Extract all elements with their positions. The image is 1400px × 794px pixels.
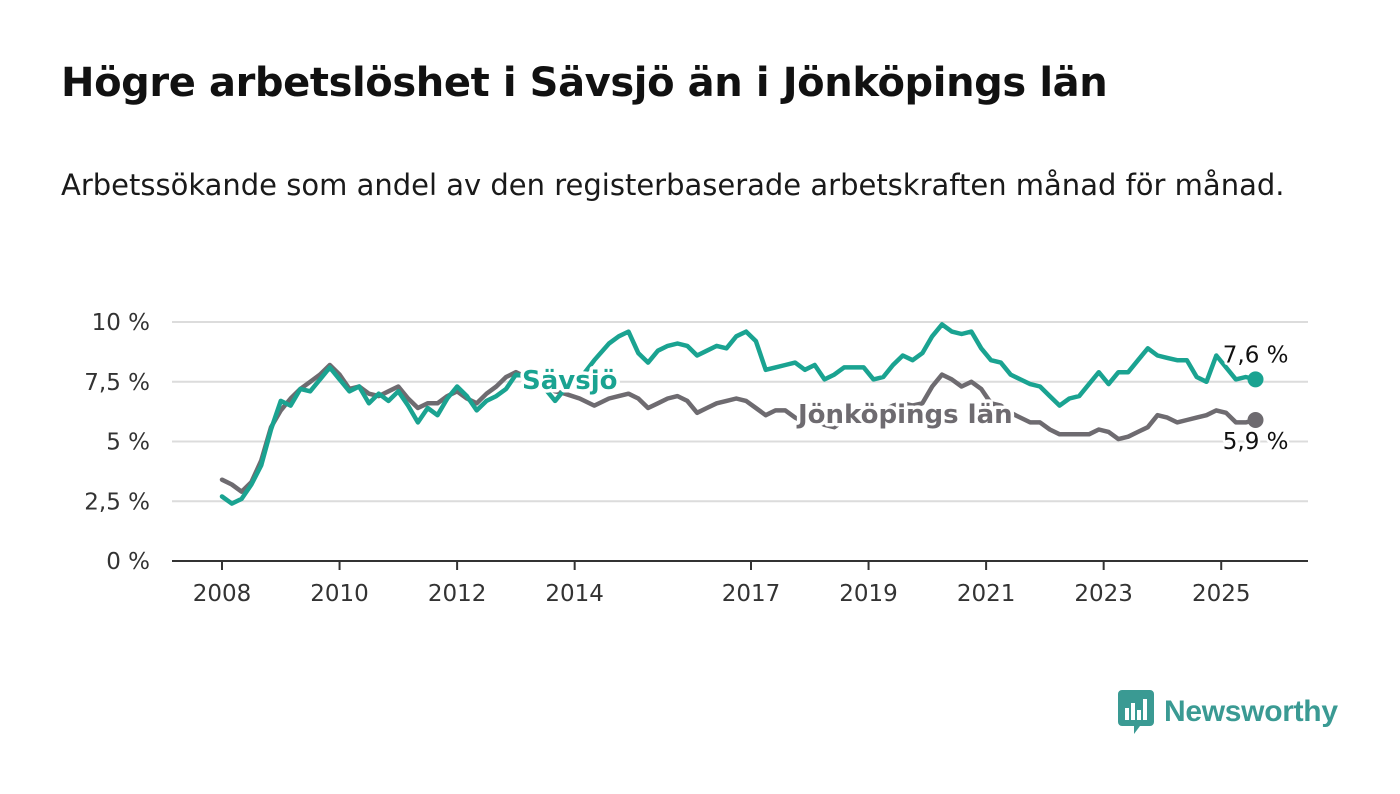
series-line-1 bbox=[219, 362, 1258, 494]
series-end-dot-1 bbox=[1247, 411, 1264, 428]
x-tick-label: 2008 bbox=[193, 581, 252, 607]
end-value-label-savsjo: 7,6 % bbox=[1223, 342, 1289, 368]
y-tick-label: 2,5 % bbox=[84, 489, 150, 515]
series-end-dot-0 bbox=[1247, 371, 1264, 388]
x-tick-label: 2021 bbox=[957, 581, 1016, 607]
x-tick-label: 2010 bbox=[310, 581, 369, 607]
brand-logo: Newsworthy bbox=[1118, 690, 1338, 734]
series-label-savsjo: Sävsjö bbox=[522, 366, 617, 396]
newsworthy-logo-icon bbox=[1118, 690, 1154, 734]
series-label-jonkoping: Jönköpings län bbox=[796, 400, 1013, 430]
brand-name: Newsworthy bbox=[1164, 695, 1338, 728]
x-tick-label: 2017 bbox=[722, 581, 781, 607]
series-line-0 bbox=[219, 322, 1258, 506]
series-labels: 7,6 % 5,9 % Sävsjö Jönköpings län bbox=[519, 340, 1292, 458]
y-tick-label: 0 % bbox=[106, 549, 150, 575]
series-lines bbox=[219, 322, 1258, 506]
x-tick-label: 2014 bbox=[545, 581, 604, 607]
y-tick-label: 7,5 % bbox=[84, 370, 150, 396]
series-end-points bbox=[1247, 371, 1264, 428]
chart-title: Högre arbetslöshet i Sävsjö än i Jönköpi… bbox=[61, 60, 1108, 106]
chart-subtitle: Arbetssökande som andel av den registerb… bbox=[61, 168, 1285, 202]
x-tick-label: 2023 bbox=[1074, 581, 1133, 607]
end-value-label-jonkoping: 5,9 % bbox=[1223, 429, 1289, 455]
x-axis-ticks: 2008 2010 2012 2014 2017 2019 2021 2023 2025 bbox=[193, 561, 1251, 607]
y-tick-label: 10 % bbox=[92, 310, 150, 336]
grid-lines bbox=[172, 321, 1308, 562]
y-axis-ticks: 0 % 2,5 % 5 % 7,5 % 10 % bbox=[84, 310, 150, 575]
x-tick-label: 2012 bbox=[428, 581, 487, 607]
x-tick-label: 2019 bbox=[839, 581, 898, 607]
x-tick-label: 2025 bbox=[1192, 581, 1251, 607]
y-tick-label: 5 % bbox=[106, 430, 150, 456]
